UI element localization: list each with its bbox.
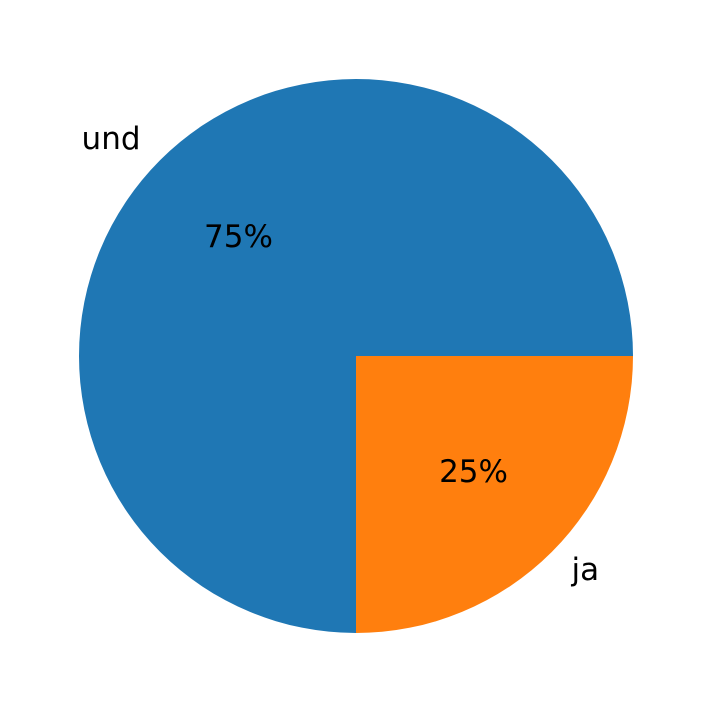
pie-slice — [356, 356, 633, 633]
slice-label: und — [82, 121, 141, 157]
slice-label: ja — [570, 552, 599, 588]
percent-label: 75% — [204, 219, 273, 255]
percent-label: 25% — [439, 454, 508, 490]
